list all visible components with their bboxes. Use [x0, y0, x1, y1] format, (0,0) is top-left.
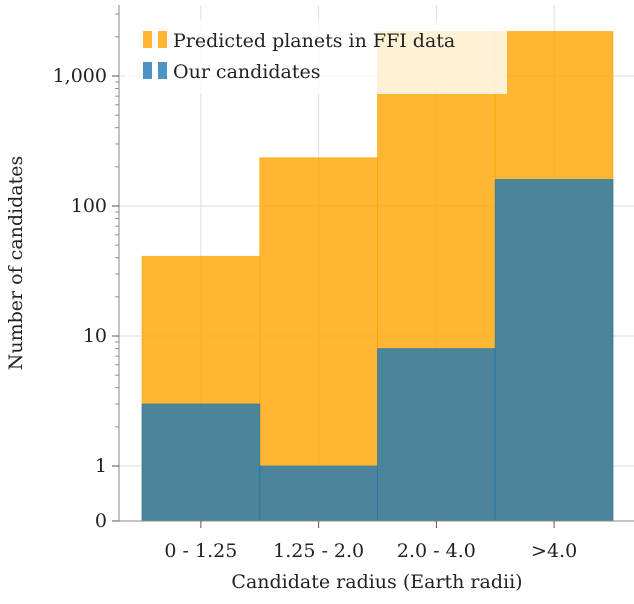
legend-background: [125, 20, 507, 94]
y-tick-label: 10: [83, 325, 107, 347]
ticks: 0 1 10 100 1,000 0 - 1.25 1.25 - 2.0 2.0 - 4.0 >…: [53, 13, 577, 562]
bar-series-1-cat-2: [377, 348, 496, 522]
x-axis-title: Candidate radius (Earth radii): [231, 571, 522, 593]
axes: [118, 5, 634, 522]
legend-label-candidates: Our candidates: [173, 61, 321, 83]
legend: Predicted planets in FFI data Our candid…: [125, 20, 507, 94]
legend-swatch-candidates-a: [143, 62, 152, 79]
legend-swatch-predicted-b: [158, 31, 167, 48]
y-tick-label: 1: [95, 455, 107, 477]
y-tick-label: 1,000: [53, 65, 107, 87]
x-tick-label: 0 - 1.25: [164, 540, 237, 562]
legend-label-predicted: Predicted planets in FFI data: [173, 30, 455, 52]
legend-swatch-candidates-b: [158, 62, 167, 79]
x-tick-label: 2.0 - 4.0: [397, 540, 476, 562]
bars: [141, 30, 614, 522]
x-tick-label: 1.25 - 2.0: [273, 540, 364, 562]
bar-series-1-cat-1: [259, 465, 378, 522]
x-tick-label: >4.0: [531, 540, 577, 562]
bar-series-1-cat-3: [494, 178, 614, 522]
y-tick-label: 0: [95, 510, 107, 532]
bar-series-1-cat-0: [141, 403, 261, 522]
y-axis-title: Number of candidates: [5, 156, 27, 370]
bar-series-0-cat-1: [259, 157, 378, 522]
legend-swatch-predicted-a: [143, 31, 152, 48]
y-tick-label: 100: [71, 195, 107, 217]
